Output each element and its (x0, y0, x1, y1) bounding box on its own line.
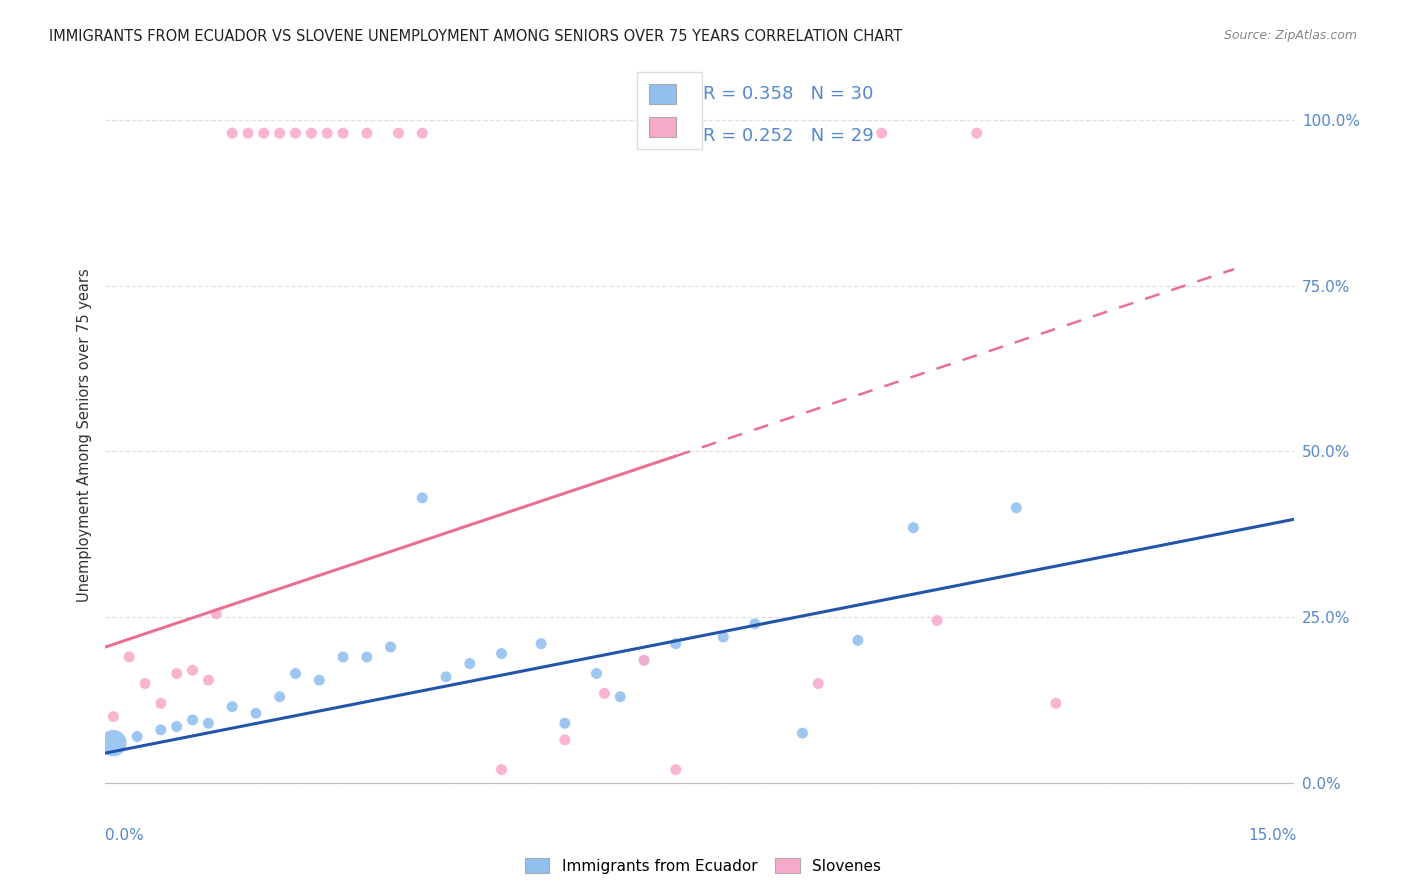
Point (633, 653, 655, 667)
Point (434, 670, 457, 684)
Text: IMMIGRANTS FROM ECUADOR VS SLOVENE UNEMPLOYMENT AMONG SENIORS OVER 75 YEARS CORR: IMMIGRANTS FROM ECUADOR VS SLOVENE UNEMP… (49, 29, 903, 44)
Point (491, 647, 513, 661)
Point (411, 491, 433, 505)
Point (118, 649, 141, 664)
Point (491, 763, 513, 777)
Point (633, 653, 655, 667)
Text: R = 0.252   N = 29: R = 0.252 N = 29 (703, 128, 873, 145)
Point (870, 126, 893, 140)
Point (308, 673, 330, 688)
Point (665, 763, 688, 777)
Point (127, 730, 149, 744)
Text: Source: ZipAtlas.com: Source: ZipAtlas.com (1223, 29, 1357, 42)
Point (530, 637, 553, 651)
Point (609, 690, 631, 704)
Point (411, 126, 433, 140)
Point (792, 726, 814, 740)
Point (356, 126, 378, 140)
Point (166, 720, 188, 734)
Point (166, 666, 188, 681)
Legend: , : , (637, 72, 702, 149)
Point (197, 673, 219, 688)
Point (585, 666, 607, 681)
Point (332, 126, 354, 140)
Point (269, 126, 291, 140)
Point (299, 126, 322, 140)
Point (149, 697, 172, 711)
Point (332, 649, 354, 664)
Point (846, 633, 869, 648)
Point (380, 640, 402, 654)
Point (665, 637, 688, 651)
Point (966, 126, 988, 140)
Text: 15.0%: 15.0% (1249, 828, 1296, 843)
Point (387, 126, 409, 140)
Point (221, 126, 243, 140)
Point (284, 126, 307, 140)
Point (903, 521, 925, 535)
Point (221, 699, 243, 714)
Point (711, 630, 734, 644)
Point (925, 614, 948, 628)
Point (554, 716, 576, 731)
Point (554, 732, 576, 747)
Point (205, 607, 228, 621)
Point (181, 713, 204, 727)
Point (1045, 697, 1067, 711)
Legend: Immigrants from Ecuador, Slovenes: Immigrants from Ecuador, Slovenes (519, 852, 887, 880)
Text: R = 0.358   N = 30: R = 0.358 N = 30 (703, 86, 873, 103)
Point (245, 706, 267, 721)
Point (253, 126, 276, 140)
Point (149, 723, 172, 737)
Point (807, 676, 830, 690)
Point (316, 126, 339, 140)
Point (103, 736, 125, 750)
Point (236, 126, 259, 140)
Point (744, 616, 766, 631)
Point (593, 686, 616, 700)
Point (103, 709, 125, 723)
Point (458, 657, 481, 671)
Point (284, 666, 307, 681)
Point (269, 690, 291, 704)
Point (197, 716, 219, 731)
Point (134, 676, 156, 690)
Text: 0.0%: 0.0% (105, 828, 145, 843)
Point (181, 663, 204, 677)
Point (356, 649, 378, 664)
Y-axis label: Unemployment Among Seniors over 75 years: Unemployment Among Seniors over 75 years (76, 268, 91, 602)
Point (1005, 500, 1028, 515)
